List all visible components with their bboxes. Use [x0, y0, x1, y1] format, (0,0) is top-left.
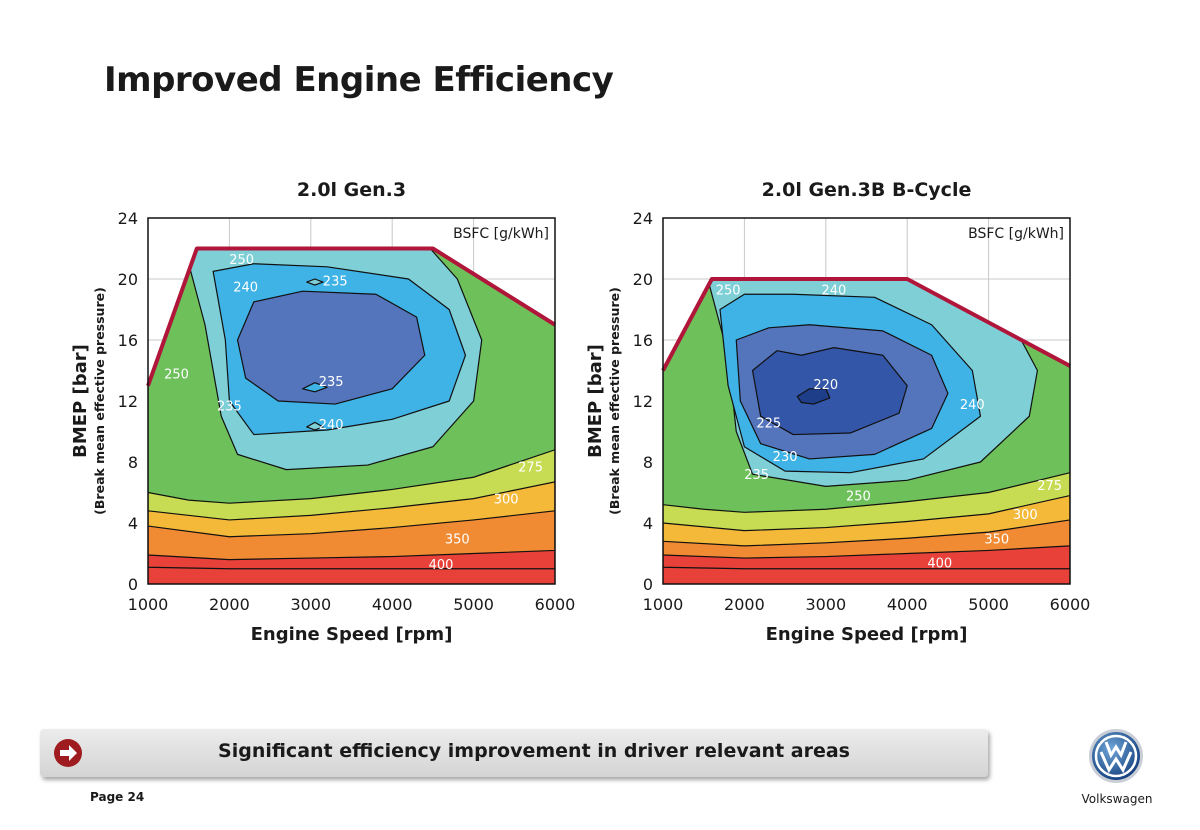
x-tick-label: 1000 — [643, 595, 684, 614]
vw-logo-icon — [1088, 728, 1144, 784]
x-tick-label: 1000 — [128, 595, 169, 614]
max-torque-curve — [146, 246, 557, 387]
y-tick-label: 4 — [128, 514, 138, 533]
y-tick-label: 12 — [633, 392, 653, 411]
contour-label: 250 — [229, 253, 254, 268]
contour-layer — [148, 248, 555, 584]
region-225 — [751, 347, 908, 436]
bsfc-map-chart-gen3b: 400 350 300 275 250 240 240 250 220 225 230 235 1000… — [575, 170, 1095, 660]
contour-label: 350 — [984, 532, 1009, 547]
region-220 — [796, 388, 831, 405]
conclusion-banner: Significant efficiency improvement in dr… — [40, 729, 988, 777]
contour-label: 230 — [773, 450, 798, 465]
x-tick-label: 6000 — [535, 595, 576, 614]
legend-title: BSFC [g/kWh] — [453, 226, 549, 242]
x-tick-label: 5000 — [968, 595, 1009, 614]
y-tick-label: 16 — [633, 331, 653, 350]
y-axis-subtitle: (Break mean effective pressure) — [607, 287, 622, 515]
contour-label: 240 — [233, 281, 258, 296]
page-number: Page 24 — [90, 790, 145, 804]
banner-text: Significant efficiency improvement in dr… — [218, 740, 850, 762]
y-tick-label: 4 — [643, 514, 653, 533]
contour-label: 300 — [1013, 508, 1038, 523]
x-tick-label: 2000 — [724, 595, 765, 614]
plot-frame — [662, 217, 1071, 585]
x-tick-label: 3000 — [805, 595, 846, 614]
y-tick-label: 12 — [118, 392, 138, 411]
y-tick-label: 20 — [633, 270, 653, 289]
y-tick-label: 20 — [118, 270, 138, 289]
contour-label: 240 — [960, 398, 985, 413]
contour-label: 250 — [846, 490, 871, 505]
x-axis-title: Engine Speed [rpm] — [766, 624, 968, 645]
contour-label: 240 — [319, 418, 344, 433]
max-torque-curve — [661, 277, 1071, 372]
contour-label: 400 — [927, 557, 952, 572]
chart-title: 2.0l Gen.3 — [297, 179, 406, 201]
x-axis-title: Engine Speed [rpm] — [251, 624, 453, 645]
contour-label: 350 — [445, 532, 470, 547]
slide-title: Improved Engine Efficiency — [104, 60, 614, 100]
plot-frame — [147, 217, 556, 585]
island-235 — [302, 382, 328, 393]
contour-label: 275 — [518, 461, 543, 476]
arrow-right-icon — [54, 739, 82, 767]
contour-label: 235 — [217, 400, 242, 415]
contour-label: 240 — [822, 284, 847, 299]
contour-label: 250 — [164, 368, 189, 383]
bsfc-map-chart-gen3: 400 350 300 275 250 250 240 235 235 235 240 1000 200… — [60, 170, 580, 660]
x-tick-label: 3000 — [290, 595, 331, 614]
island-240 — [306, 421, 324, 431]
contour-label: 235 — [323, 275, 348, 290]
x-tick-label: 4000 — [887, 595, 928, 614]
legend-title: BSFC [g/kWh] — [968, 226, 1064, 242]
y-axis-title: BMEP [bar] — [70, 344, 91, 458]
contour-label: 300 — [494, 493, 519, 508]
chart-title: 2.0l Gen.3B B-Cycle — [762, 179, 972, 201]
contour-label: 400 — [429, 558, 454, 573]
y-tick-label: 24 — [633, 209, 653, 228]
y-tick-label: 8 — [643, 453, 653, 472]
island-235b — [306, 278, 324, 286]
x-tick-label: 4000 — [372, 595, 413, 614]
contour-label: 250 — [716, 284, 741, 299]
contour-label: 235 — [744, 468, 769, 483]
contour-label: 225 — [756, 416, 781, 431]
region-230 — [236, 290, 426, 405]
x-tick-label: 6000 — [1050, 595, 1091, 614]
contour-label: 275 — [1037, 479, 1062, 494]
y-axis-title: BMEP [bar] — [585, 344, 606, 458]
x-tick-label: 5000 — [453, 595, 494, 614]
contour-label: 220 — [813, 378, 838, 393]
contour-label: 235 — [319, 375, 344, 390]
y-tick-label: 0 — [128, 575, 138, 594]
y-axis-subtitle: (Break mean effective pressure) — [92, 287, 107, 515]
y-tick-label: 0 — [643, 575, 653, 594]
y-tick-label: 24 — [118, 209, 138, 228]
y-tick-label: 16 — [118, 331, 138, 350]
x-tick-label: 2000 — [209, 595, 250, 614]
y-tick-label: 8 — [128, 453, 138, 472]
brand-name: Volkswagen — [1081, 792, 1153, 806]
